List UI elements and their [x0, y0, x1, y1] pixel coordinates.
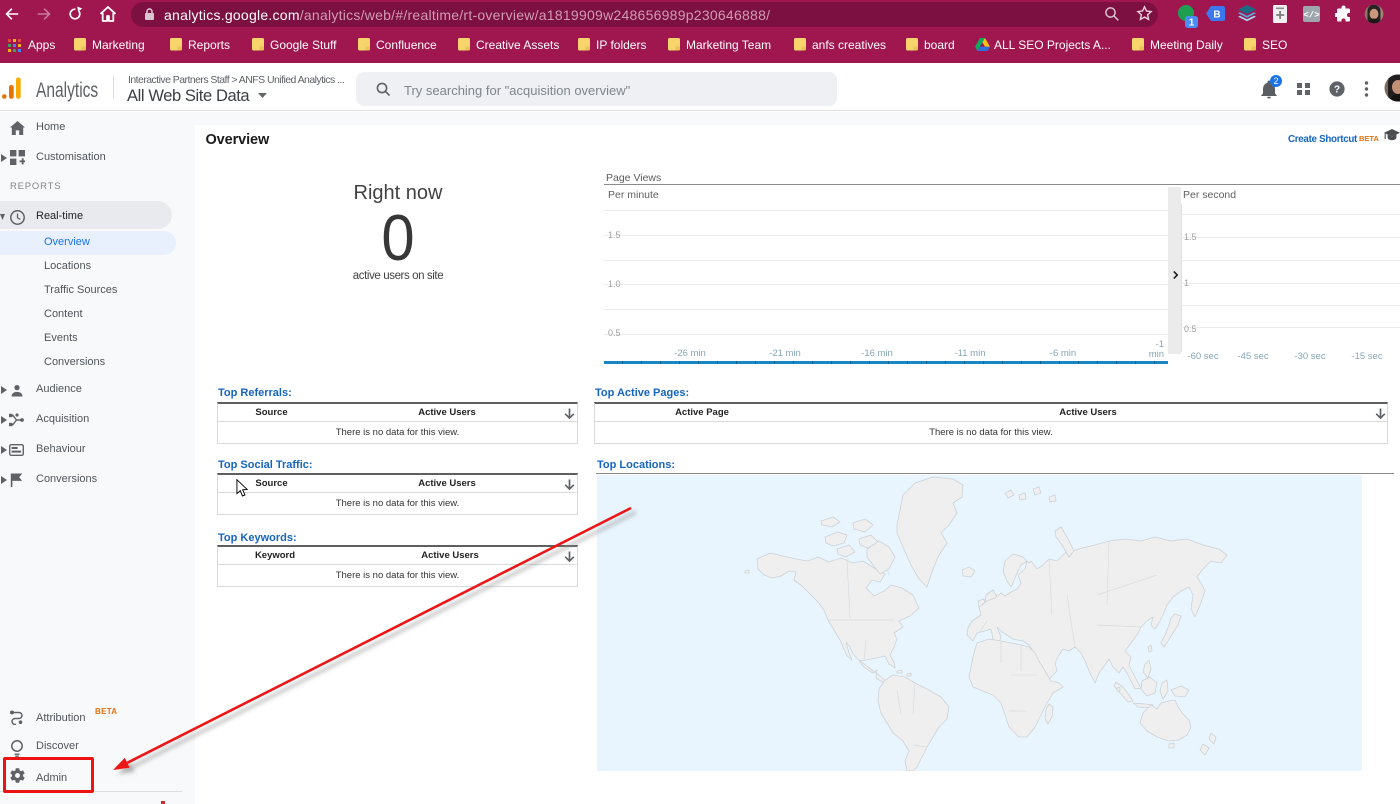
svg-text:?: ? [1334, 85, 1340, 96]
svg-text:</>: </> [1303, 11, 1319, 21]
svg-text:B: B [1213, 10, 1220, 21]
svg-text:1: 1 [1189, 18, 1195, 29]
